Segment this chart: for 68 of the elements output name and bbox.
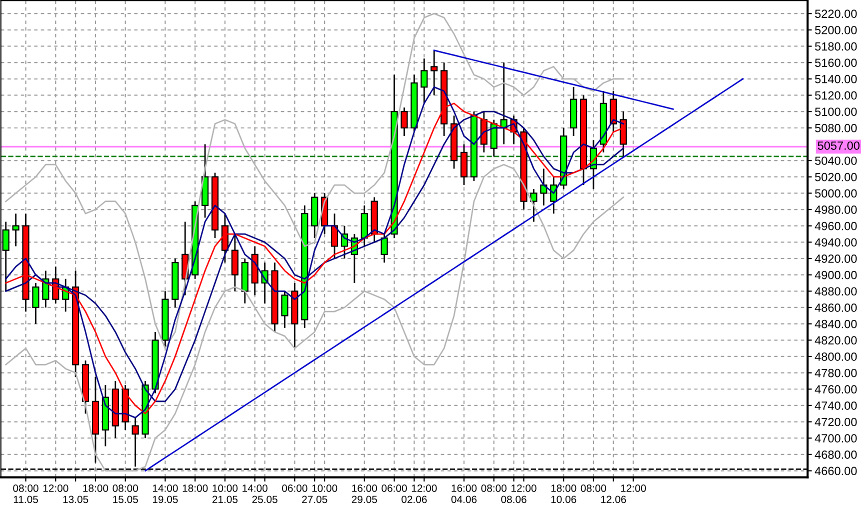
y-tick-label: 4840.00 — [814, 320, 857, 328]
line-series — [5, 164, 624, 472]
y-tick-label: 4700.00 — [814, 434, 857, 443]
y-tick-label: 4980.00 — [814, 206, 857, 214]
candlestick — [430, 50, 438, 96]
x-tick-label: 10:00 — [312, 484, 338, 492]
candlestick — [400, 106, 408, 137]
ref-line-label: 5057.00 — [818, 141, 860, 150]
candlestick — [380, 233, 388, 264]
y-tick-label: 4740.00 — [814, 401, 857, 410]
x-tick-label: 18:00 — [83, 484, 108, 492]
y-tick-label: 4720.00 — [814, 418, 857, 426]
x-tick-label: 08:00 — [580, 484, 606, 492]
y-tick-label: 5080.00 — [815, 124, 857, 132]
line-series — [144, 78, 744, 472]
x-tick-label: 08:00 15.05 — [112, 484, 138, 504]
candlestick — [132, 417, 139, 468]
y-tick-label: 5180.00 — [815, 42, 857, 51]
y-tick-label: 5200.00 — [815, 26, 857, 34]
x-tick-label: 08:00 — [481, 484, 507, 492]
y-tick-label: 4800.00 — [814, 352, 857, 361]
x-tick-label: 12:00 — [512, 484, 536, 492]
y-tick-label: 4900.00 — [814, 270, 857, 280]
x-tick-label: 14:00 19.05 — [152, 484, 178, 504]
candlestick — [12, 212, 20, 247]
x-tick-label: 18:00 10.06 — [551, 484, 576, 504]
x-tick-label: 08:00 11.05 — [13, 484, 38, 504]
y-tick-label: 4920.00 — [814, 254, 857, 263]
x-tick-label: 06:00 — [382, 484, 407, 492]
x-tick-label: 06:00 — [282, 484, 308, 492]
y-tick-label: 4760.00 — [814, 385, 857, 394]
y-tick-label: 4960.00 — [814, 222, 857, 230]
x-tick-label: 12:00 — [621, 484, 646, 492]
candlestick — [330, 212, 338, 260]
candlestick — [420, 58, 428, 104]
y-tick-label: 4860.00 — [814, 304, 857, 312]
y-tick-label: 4880.00 — [814, 287, 857, 296]
y-tick-label: 5140.00 — [815, 74, 857, 84]
x-tick-label: 10:00 21.05 — [212, 484, 238, 504]
y-tick-label: 4820.00 — [814, 336, 857, 345]
candlestick — [32, 282, 40, 325]
x-tick-label: 18:00 — [182, 484, 208, 492]
y-tick-label: 4780.00 — [814, 368, 857, 378]
x-tick-label: 14:00 — [242, 484, 268, 492]
y-tick-label: 5120.00 — [815, 91, 857, 100]
candlestick — [281, 290, 288, 329]
y-tick-label: 4680.00 — [814, 450, 857, 459]
x-tick-label: 27.05 — [302, 496, 328, 504]
y-tick-label: 5220.00 — [815, 10, 857, 18]
x-tick-label: 12.06 — [601, 496, 626, 504]
x-tick-label: 02.06 — [402, 496, 427, 504]
y-tick-label: 5040.00 — [815, 156, 857, 165]
x-tick-label: 12:00 — [43, 484, 68, 492]
candlestick — [530, 188, 538, 222]
y-tick-label: 5020.00 — [815, 172, 857, 182]
y-tick-label: 4940.00 — [814, 238, 857, 247]
x-tick-label: 12:00 — [412, 484, 437, 492]
line-series — [5, 12, 624, 349]
y-tick-label: 4660.00 — [814, 466, 857, 476]
x-tick-label: 13.05 — [63, 496, 88, 504]
line-series — [433, 50, 674, 110]
x-tick-label: 16:00 04.06 — [451, 484, 477, 504]
x-tick-label: 25.05 — [252, 496, 278, 504]
y-tick-label: 5100.00 — [815, 108, 857, 116]
x-tick-label: 08.06 — [501, 496, 526, 504]
y-tick-label: 5000.00 — [815, 189, 857, 198]
y-tick-label: 5160.00 — [815, 58, 857, 67]
x-tick-label: 16:00 29.05 — [352, 484, 378, 504]
